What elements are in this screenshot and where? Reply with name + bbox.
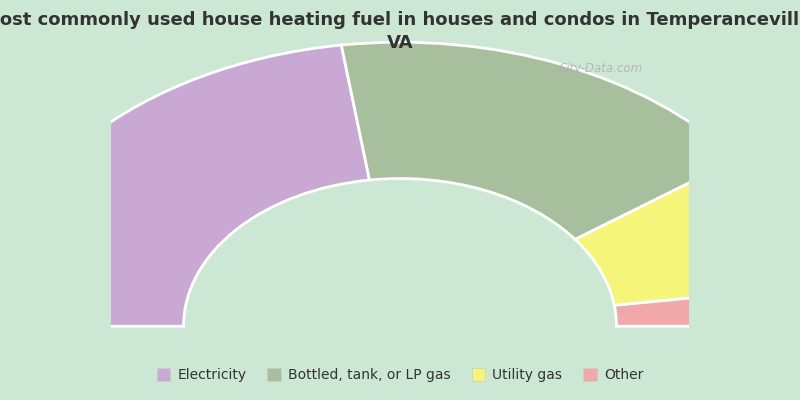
Text: City-Data.com: City-Data.com bbox=[558, 62, 643, 75]
Wedge shape bbox=[342, 42, 737, 240]
Wedge shape bbox=[0, 45, 370, 326]
Text: Most commonly used house heating fuel in houses and condos in Temperanceville,
V: Most commonly used house heating fuel in… bbox=[0, 11, 800, 52]
Wedge shape bbox=[614, 286, 800, 326]
Legend: Electricity, Bottled, tank, or LP gas, Utility gas, Other: Electricity, Bottled, tank, or LP gas, U… bbox=[152, 364, 648, 386]
Wedge shape bbox=[575, 159, 800, 306]
